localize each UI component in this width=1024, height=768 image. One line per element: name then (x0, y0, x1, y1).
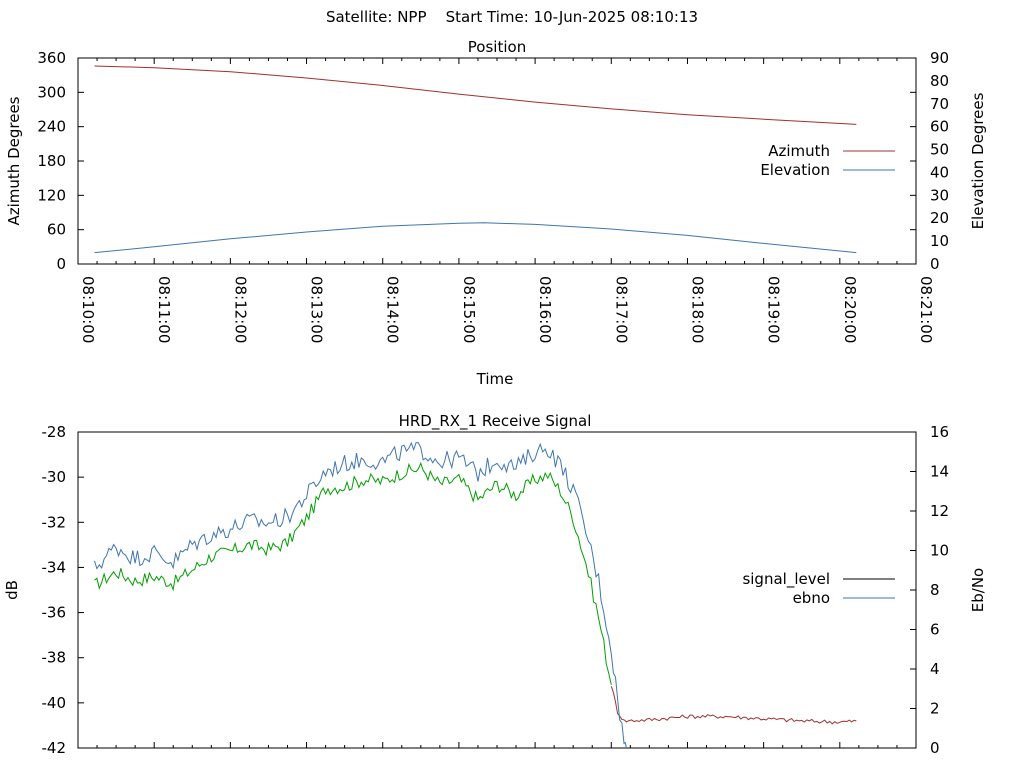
legend-label: ebno (793, 589, 830, 607)
y2-tick-label: 2 (930, 700, 940, 718)
x-tick-label: 08:16:00 (536, 276, 554, 343)
signal-y-axis: -42 -40 -38 -36 -34 -32 -30 -28 (42, 423, 84, 757)
x-tick-label: 08:21:00 (917, 276, 935, 343)
x-tick-label: 08:18:00 (688, 276, 706, 343)
y2-tick-label: 10 (930, 542, 949, 560)
y2-tick-label: 12 (930, 502, 949, 520)
x-tick-label: 08:19:00 (765, 276, 783, 343)
signal-chart: HRD_RX_1 Receive Signal -42-40-38-36-34-… (3, 412, 987, 757)
y-tick-label: -28 (42, 423, 67, 441)
y2-tick-label: 0 (930, 739, 940, 757)
signal-y2-axis: 0 2 4 6 8 10 12 14 16 (910, 423, 949, 757)
y2-tick-label: 8 (930, 581, 940, 599)
y-tick-label: -30 (42, 468, 67, 486)
y-tick-label: 360 (37, 49, 66, 67)
x-tick-label: 08:14:00 (384, 276, 402, 343)
signal-y2-label: Eb/No (969, 568, 987, 612)
position-chart-title: Position (468, 38, 526, 56)
x-tick-label: 08:10:00 (79, 276, 97, 343)
y2-tick-label: 40 (930, 163, 949, 181)
series-line-signal_level-seg0 (94, 461, 612, 685)
x-tick-label: 08:12:00 (231, 276, 249, 343)
position-x-axis: 08:10:00 08:11:00 08:12:00 08:13:00 08:14:00… (77, 58, 935, 343)
y2-tick-label: 80 (930, 72, 949, 90)
y-tick-label: -42 (42, 739, 67, 757)
y-tick-label: -36 (42, 604, 67, 622)
signal-x-axis (77, 742, 917, 748)
y2-tick-label: 60 (930, 118, 949, 136)
legend-label: Azimuth (768, 142, 830, 160)
position-y2-axis: 0 10 20 30 40 50 60 70 80 90 (930, 49, 949, 273)
position-x-label: Time (476, 370, 514, 388)
y2-tick-label: 6 (930, 621, 940, 639)
y2-tick-label: 70 (930, 95, 949, 113)
y2-tick-label: 30 (930, 186, 949, 204)
y-tick-label: 300 (37, 83, 66, 101)
series-line-elevation (94, 222, 857, 254)
y2-tick-label: 4 (930, 660, 940, 678)
y-tick-label: 120 (37, 186, 66, 204)
y2-tick-label: 0 (930, 255, 940, 273)
figure-title: Satellite: NPP Start Time: 10-Jun-2025 0… (326, 8, 698, 26)
x-tick-label: 08:11:00 (155, 276, 173, 343)
y-tick-label: 0 (56, 255, 66, 273)
position-y-axis: 0 60 120 180 240 300 360 (37, 49, 916, 273)
x-tick-label: 08:13:00 (308, 276, 326, 343)
signal-chart-title: HRD_RX_1 Receive Signal (399, 412, 592, 431)
y2-tick-label: 90 (930, 49, 949, 67)
y-tick-label: -32 (42, 513, 67, 531)
y-tick-label: -40 (42, 694, 67, 712)
y2-tick-label: 14 (930, 463, 949, 481)
series-line-ebno (94, 441, 627, 748)
signal-series (94, 441, 857, 748)
y2-tick-label: 16 (930, 423, 949, 441)
position-series (94, 65, 857, 254)
y-tick-label: 60 (47, 221, 66, 239)
y-tick-label: -34 (42, 558, 67, 576)
y-tick-label: -38 (42, 649, 67, 667)
signal-plot-frame (77, 431, 917, 749)
y2-tick-label: 10 (930, 232, 949, 250)
y2-tick-label: 50 (930, 141, 949, 159)
legend-label: Elevation (760, 161, 830, 179)
position-chart: Position 0 60 120 180 240 300 360 0 10 20 30 40 50 6… (5, 38, 987, 388)
y-tick-label: 180 (37, 152, 66, 170)
y2-tick-label: 20 (930, 209, 949, 227)
x-tick-label: 08:17:00 (612, 276, 630, 343)
position-y-label: Azimuth Degrees (5, 96, 23, 225)
signal-y-label: dB (3, 580, 21, 600)
series-line-signal_level-seg1 (610, 686, 857, 725)
x-tick-label: 08:20:00 (841, 276, 859, 343)
position-y2-label: Elevation Degrees (969, 92, 987, 229)
x-tick-label: 08:15:00 (460, 276, 478, 343)
series-line-azimuth (94, 65, 857, 125)
legend-label: signal_level (742, 570, 830, 589)
y-tick-label: 240 (37, 118, 66, 136)
